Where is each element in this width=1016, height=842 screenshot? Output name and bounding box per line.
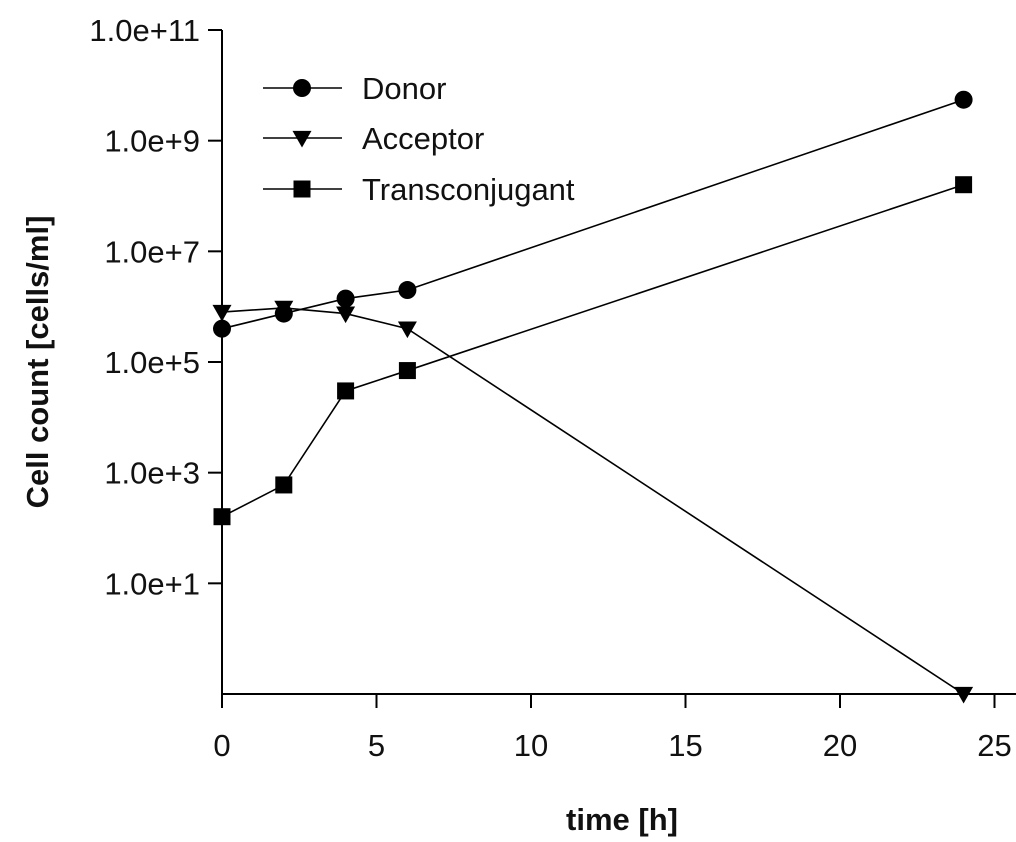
axes	[221, 30, 1016, 695]
y-tick-label: 1.0e+1	[104, 566, 200, 601]
donor-data-point	[954, 90, 973, 109]
x-tick-label: 20	[823, 728, 857, 763]
acceptor-data-point	[212, 304, 232, 322]
x-axis-ticks: 0 5 10 15 20 25	[213, 694, 1012, 763]
x-tick-label: 25	[977, 728, 1011, 763]
donor-legend-marker	[293, 79, 311, 97]
transconjugant-legend-marker	[293, 180, 311, 198]
donor-series-line	[221, 98, 964, 330]
acceptor-data-point	[274, 300, 294, 318]
acceptor-data-point	[336, 306, 356, 324]
x-tick-label: 5	[368, 728, 385, 763]
y-axis-ticks: 1.0e+1 1.0e+3 1.0e+5 1.0e+7 1.0e+9 1.0e+11	[89, 13, 222, 601]
transconjugant-data-point	[955, 176, 973, 194]
transconjugant-series-line	[221, 183, 964, 518]
x-tick-label: 15	[668, 728, 702, 763]
x-axis-title: time [h]	[566, 802, 678, 837]
y-axis-title: Cell count [cells/ml]	[20, 216, 55, 509]
transconjugant-data-point	[337, 382, 355, 400]
y-tick-label: 1.0e+9	[104, 124, 200, 159]
series-markers	[212, 90, 974, 704]
acceptor-series-line	[221, 307, 965, 695]
donor-data-point	[213, 319, 231, 338]
acceptor-legend-marker	[292, 130, 312, 148]
donor-legend-label: Donor	[362, 71, 446, 106]
transconjugant-data-point	[398, 362, 416, 380]
donor-data-point	[336, 289, 355, 308]
legend: Donor Acceptor Transconjugant	[263, 71, 575, 207]
transconjugant-legend-label: Transconjugant	[362, 172, 575, 207]
x-tick-label: 0	[213, 728, 230, 763]
transconjugant-data-point	[213, 508, 231, 526]
transconjugant-data-point	[275, 476, 293, 494]
y-tick-label: 1.0e+5	[104, 345, 200, 380]
y-tick-label: 1.0e+3	[104, 456, 200, 491]
y-tick-label: 1.0e+11	[89, 13, 200, 48]
acceptor-legend-label: Acceptor	[362, 121, 484, 156]
acceptor-data-point	[397, 321, 417, 339]
y-tick-label: 1.0e+7	[104, 234, 200, 269]
acceptor-data-point	[954, 686, 974, 704]
donor-data-point	[398, 281, 417, 300]
x-tick-label: 10	[514, 728, 548, 763]
